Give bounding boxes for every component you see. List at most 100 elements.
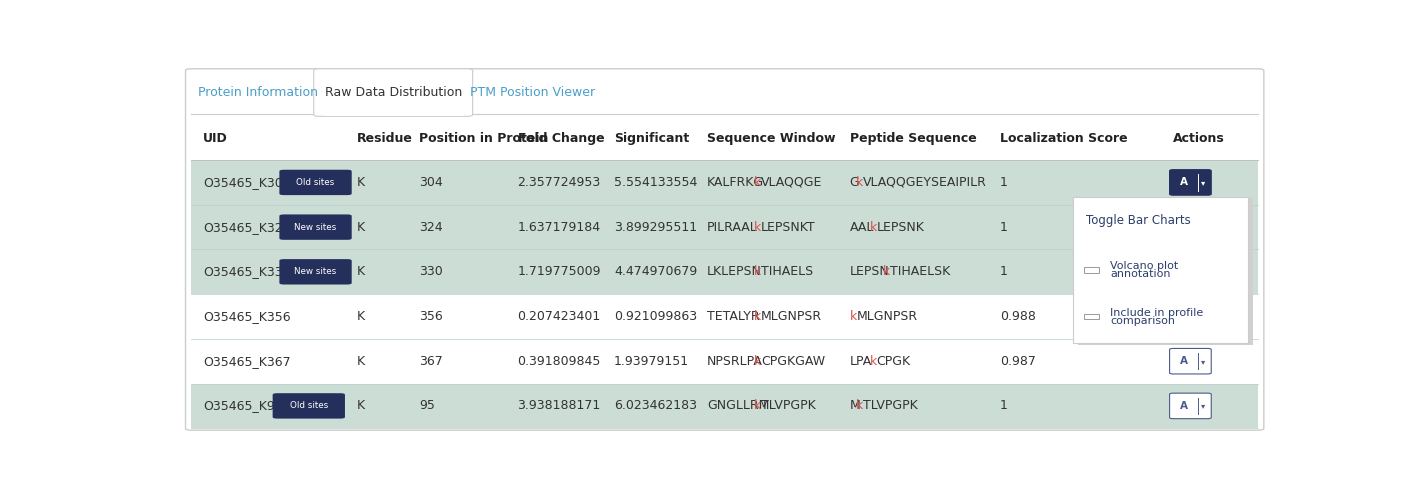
Text: TIHAELS: TIHAELS <box>761 265 813 278</box>
Text: NPSRLPA: NPSRLPA <box>707 355 764 368</box>
Bar <box>1085 267 1100 273</box>
Text: Actions: Actions <box>1172 132 1225 145</box>
FancyBboxPatch shape <box>273 393 345 418</box>
Text: k: k <box>754 176 762 189</box>
Text: O35465_K324: O35465_K324 <box>204 221 290 234</box>
FancyBboxPatch shape <box>280 259 352 285</box>
Text: New sites: New sites <box>294 267 337 276</box>
Text: New sites: New sites <box>294 223 337 232</box>
Text: 0.207423401: 0.207423401 <box>518 310 601 323</box>
Text: Protein Information: Protein Information <box>198 86 318 99</box>
Text: 3.938188171: 3.938188171 <box>518 400 601 412</box>
FancyBboxPatch shape <box>1169 304 1212 329</box>
Bar <box>1077 198 1253 345</box>
FancyBboxPatch shape <box>314 69 472 117</box>
Text: 1: 1 <box>1000 176 1008 189</box>
Text: Peptide Sequence: Peptide Sequence <box>850 132 976 145</box>
Text: MLGNPSR: MLGNPSR <box>857 310 918 323</box>
Text: ▾: ▾ <box>1200 312 1205 321</box>
Text: A: A <box>1181 356 1188 366</box>
Text: k: k <box>857 176 864 189</box>
Text: 1.719775009: 1.719775009 <box>518 265 601 278</box>
Text: TLVPGPK: TLVPGPK <box>761 400 816 412</box>
FancyBboxPatch shape <box>280 170 352 195</box>
Text: K: K <box>356 310 365 323</box>
Text: 4.474970679: 4.474970679 <box>614 265 697 278</box>
Text: KALFRKG: KALFRKG <box>707 176 764 189</box>
Text: 3.899295511: 3.899295511 <box>614 221 697 234</box>
Text: Sequence Window: Sequence Window <box>707 132 836 145</box>
Text: Position in Protein: Position in Protein <box>419 132 549 145</box>
Text: 1: 1 <box>1000 265 1008 278</box>
Text: TLVPGPK: TLVPGPK <box>863 400 918 412</box>
Text: VLAQQGEYSEAIPILR: VLAQQGEYSEAIPILR <box>863 176 987 189</box>
Text: k: k <box>870 355 877 368</box>
Text: CPGKGAW: CPGKGAW <box>761 355 826 368</box>
Text: K: K <box>356 265 365 278</box>
Text: UID: UID <box>204 132 228 145</box>
Text: O35465_K356: O35465_K356 <box>204 310 291 323</box>
Text: K: K <box>356 355 365 368</box>
Text: 2.357724953: 2.357724953 <box>518 176 601 189</box>
Text: 0.988: 0.988 <box>1000 310 1035 323</box>
Text: ▾: ▾ <box>1200 357 1205 366</box>
Text: O35465_K330: O35465_K330 <box>204 265 291 278</box>
Text: O35465_K304: O35465_K304 <box>204 176 291 189</box>
Text: k: k <box>884 265 891 278</box>
Text: k: k <box>857 400 864 412</box>
Text: 1.637179184: 1.637179184 <box>518 221 601 234</box>
Text: 1: 1 <box>1000 400 1008 412</box>
Text: O35465_K95: O35465_K95 <box>204 400 283 412</box>
Text: 0.921099863: 0.921099863 <box>614 310 697 323</box>
Text: VLAQQGE: VLAQQGE <box>761 176 823 189</box>
Text: Old sites: Old sites <box>297 178 335 187</box>
FancyBboxPatch shape <box>280 214 352 240</box>
Bar <box>191 160 1258 205</box>
Text: k: k <box>754 355 762 368</box>
Text: k: k <box>870 221 877 234</box>
Bar <box>191 339 1258 383</box>
Text: TETALYR: TETALYR <box>707 310 759 323</box>
Text: LEPSNKT: LEPSNKT <box>761 221 816 234</box>
Text: LEPSNK: LEPSNK <box>877 221 925 234</box>
Text: LPA: LPA <box>850 355 872 368</box>
Text: 0.391809845: 0.391809845 <box>518 355 601 368</box>
Text: A: A <box>1181 177 1188 187</box>
Text: A: A <box>1181 401 1188 411</box>
Text: k: k <box>754 400 762 412</box>
Bar <box>191 294 1258 339</box>
Text: Fold Change: Fold Change <box>518 132 604 145</box>
Text: AAL: AAL <box>850 221 874 234</box>
Text: 6.023462183: 6.023462183 <box>614 400 697 412</box>
Text: 304: 304 <box>419 176 443 189</box>
Text: TIHAELSK: TIHAELSK <box>889 265 950 278</box>
Text: PILRAAL: PILRAAL <box>707 221 758 234</box>
Bar <box>191 249 1258 294</box>
Text: ▾: ▾ <box>1200 402 1205 411</box>
Text: K: K <box>356 400 365 412</box>
Text: LEPSN: LEPSN <box>850 265 889 278</box>
Text: 324: 324 <box>419 221 443 234</box>
Text: PTM Position Viewer: PTM Position Viewer <box>471 86 595 99</box>
Text: 95: 95 <box>419 400 436 412</box>
Text: Residue: Residue <box>356 132 413 145</box>
Text: k: k <box>754 310 762 323</box>
Text: Volcano plot: Volcano plot <box>1110 261 1179 271</box>
Text: G: G <box>850 176 860 189</box>
Text: 356: 356 <box>419 310 443 323</box>
Text: comparison: comparison <box>1110 316 1175 326</box>
Text: Localization Score: Localization Score <box>1000 132 1127 145</box>
Text: 1: 1 <box>1000 221 1008 234</box>
Text: A: A <box>1181 312 1188 322</box>
Text: Include in profile: Include in profile <box>1110 308 1203 318</box>
Text: M: M <box>850 400 860 412</box>
Text: LKLEPSN: LKLEPSN <box>707 265 762 278</box>
Text: Old sites: Old sites <box>290 402 328 411</box>
Text: Toggle Bar Charts: Toggle Bar Charts <box>1086 214 1191 227</box>
FancyBboxPatch shape <box>185 69 1264 430</box>
Bar <box>191 205 1258 249</box>
Text: O35465_K367: O35465_K367 <box>204 355 291 368</box>
Text: 330: 330 <box>419 265 443 278</box>
Text: 367: 367 <box>419 355 443 368</box>
Text: MLGNPSR: MLGNPSR <box>761 310 822 323</box>
